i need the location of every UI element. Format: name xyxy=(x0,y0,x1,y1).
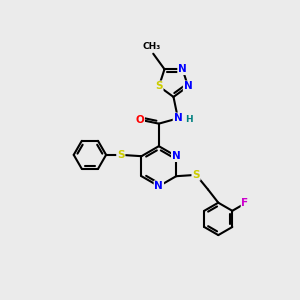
Text: S: S xyxy=(155,81,163,91)
Text: H: H xyxy=(185,115,193,124)
Text: N: N xyxy=(178,64,187,74)
Text: N: N xyxy=(172,151,181,161)
Text: N: N xyxy=(184,81,192,91)
Text: O: O xyxy=(135,115,144,125)
Text: S: S xyxy=(117,150,124,160)
Text: F: F xyxy=(242,198,249,208)
Text: CH₃: CH₃ xyxy=(143,42,161,51)
Text: N: N xyxy=(173,113,182,123)
Text: N: N xyxy=(154,181,163,191)
Text: S: S xyxy=(192,170,200,180)
